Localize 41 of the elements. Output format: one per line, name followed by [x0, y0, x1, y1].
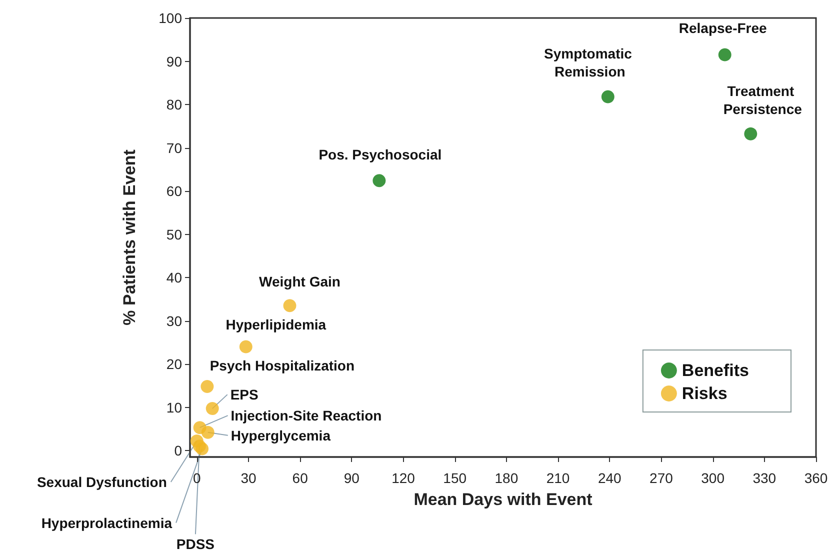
y-tick-label: 60 — [166, 183, 182, 200]
x-tick-label: 60 — [292, 470, 308, 486]
y-tick-label: 80 — [166, 96, 182, 113]
legend-label: Risks — [682, 384, 728, 403]
annotation: Injection-Site Reaction — [230, 408, 382, 424]
annotation: Pos. Psychosocial — [318, 146, 442, 163]
x-tick-label: 270 — [650, 470, 674, 486]
y-tick-label: 20 — [166, 356, 182, 372]
x-tick-label: 330 — [752, 470, 776, 486]
y-tick-label: 90 — [166, 53, 182, 70]
x-tick-label: 150 — [443, 470, 467, 486]
annotation: Hyperprolactinemia — [41, 514, 172, 531]
annotation: PDSS — [176, 536, 215, 552]
y-tick-label: 100 — [158, 10, 182, 26]
annotation: Symptomatic Remission — [544, 46, 636, 80]
x-tick-label: 180 — [494, 470, 518, 486]
y-tick-label: 30 — [166, 312, 182, 329]
annotation: Sexual Dysfunction — [36, 474, 167, 490]
annotation: Weight Gain — [259, 274, 340, 290]
y-tick-label: 0 — [174, 442, 182, 459]
y-tick-label: 70 — [166, 140, 182, 156]
x-tick-label: 360 — [804, 470, 828, 486]
annotation: Hyperlipidemia — [226, 316, 326, 333]
y-tick-label: 40 — [166, 270, 182, 286]
y-tick-label: 50 — [166, 226, 182, 242]
x-tick-label: 90 — [344, 470, 360, 486]
x-tick-label: 300 — [701, 470, 725, 486]
x-tick-label: 240 — [598, 470, 622, 486]
x-tick-label: 30 — [240, 470, 256, 486]
annotation: Psych Hospitalization — [210, 358, 355, 374]
annotation: Treatment Persistence — [723, 82, 802, 117]
x-tick-label: 0 — [192, 470, 201, 486]
y-tick-label: 10 — [166, 399, 182, 416]
annotation: Hyperglycemia — [230, 427, 331, 444]
x-tick-label: 120 — [392, 470, 416, 486]
y-axis-title: % Patients with Event — [120, 149, 139, 326]
x-tick-label: 210 — [546, 470, 570, 486]
legend-label: Benefits — [682, 361, 750, 380]
annotation: Relapse-Free — [678, 20, 768, 36]
annotation: EPS — [230, 386, 258, 403]
x-axis-title: Mean Days with Event — [414, 490, 593, 509]
